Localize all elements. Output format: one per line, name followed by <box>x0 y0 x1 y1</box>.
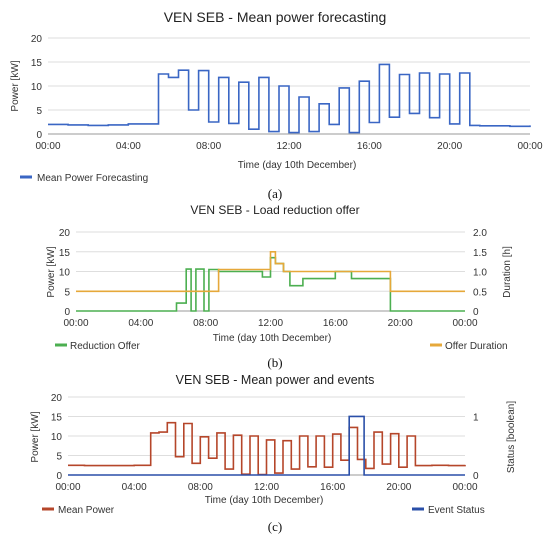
panel-a: VEN SEB - Mean power forecasting 0 5 10 15 2… <box>10 9 543 201</box>
legend-label-event-status: Event Status <box>428 505 485 516</box>
y2-tick-label: 0.5 <box>473 287 487 298</box>
y2-axis-label: Duration [h] <box>502 246 513 298</box>
y-tick-label: 20 <box>59 228 71 239</box>
y-tick-label: 5 <box>64 287 70 298</box>
y-tick-label: 0 <box>64 307 70 318</box>
x-tick-label: 00:00 <box>517 141 542 152</box>
y-tick-label: 15 <box>59 248 71 259</box>
plot-area <box>76 251 465 312</box>
legend-label-reduction-offer: Reduction Offer <box>70 341 141 352</box>
y-tick-label: 0 <box>36 130 42 141</box>
caption-a: (a) <box>268 186 282 201</box>
x-tick-label: 00:00 <box>55 482 80 493</box>
x-tick-label: 08:00 <box>193 318 218 329</box>
x-axis-ticks: 00:00 04:00 08:00 12:00 16:00 20:00 00:00 <box>63 318 477 329</box>
x-axis-label: Time (day 10th December) <box>205 495 324 506</box>
chart-title: VEN SEB - Mean power and events <box>176 373 375 387</box>
x-tick-label: 08:00 <box>188 482 213 493</box>
y-tick-label: 20 <box>31 34 43 45</box>
panel-b: VEN SEB - Load reduction offer 05101520 … <box>46 203 513 370</box>
legend-label-mean-power: Mean Power <box>58 505 115 516</box>
x-tick-label: 20:00 <box>437 141 462 152</box>
x-tick-label: 16:00 <box>357 141 382 152</box>
x-tick-label: 00:00 <box>35 141 60 152</box>
x-tick-label: 00:00 <box>452 482 477 493</box>
x-tick-label: 12:00 <box>276 141 301 152</box>
x-axis-ticks: 00:00 04:00 08:00 12:00 16:00 20:00 00:00 <box>55 482 477 493</box>
legend-label-offer-duration: Offer Duration <box>445 341 508 352</box>
x-tick-label: 12:00 <box>258 318 283 329</box>
x-tick-label: 20:00 <box>388 318 413 329</box>
y2-axis-ticks: 01 <box>473 412 479 482</box>
caption-b: (b) <box>267 355 282 370</box>
y2-tick-label: 0 <box>473 307 479 318</box>
legend: Mean Power Event Status <box>42 505 485 516</box>
y2-tick-label: 2.0 <box>473 228 487 239</box>
legend: Reduction Offer Offer Duration <box>55 341 508 352</box>
x-axis-label: Time (day 10th December) <box>213 333 332 344</box>
caption-c: (c) <box>268 519 282 534</box>
x-tick-label: 12:00 <box>254 482 279 493</box>
y-tick-label: 0 <box>56 471 62 482</box>
chart-title: VEN SEB - Load reduction offer <box>190 203 359 217</box>
x-tick-label: 04:00 <box>116 141 141 152</box>
y-axis-label: Power [kW] <box>30 411 41 462</box>
x-tick-label: 16:00 <box>320 482 345 493</box>
y-tick-label: 15 <box>31 58 43 69</box>
legend: Mean Power Forecasting <box>20 173 148 184</box>
y2-tick-label: 0 <box>473 471 479 482</box>
x-tick-label: 20:00 <box>386 482 411 493</box>
y-tick-label: 10 <box>59 268 71 279</box>
plot-area <box>68 415 466 476</box>
x-tick-label: 00:00 <box>63 318 88 329</box>
y-axis-label: Power [kW] <box>46 246 57 297</box>
y-tick-label: 10 <box>51 432 63 443</box>
y-tick-label: 5 <box>36 106 42 117</box>
chart-title: VEN SEB - Mean power forecasting <box>164 9 387 25</box>
series-line-mean-power-forecasting <box>48 63 531 134</box>
y2-tick-label: 1.0 <box>473 268 487 279</box>
y2-tick-label: 1.5 <box>473 248 487 259</box>
series-line-offer-duration <box>76 251 465 293</box>
panel-c: VEN SEB - Mean power and events 05101520… <box>30 373 517 534</box>
y-axis-label: Power [kW] <box>10 60 21 111</box>
y-tick-label: 5 <box>56 452 62 463</box>
x-tick-label: 04:00 <box>128 318 153 329</box>
x-tick-label: 00:00 <box>452 318 477 329</box>
y-tick-label: 10 <box>31 82 43 93</box>
y2-axis-ticks: 0 0.5 1.0 1.5 2.0 <box>473 228 487 318</box>
series-line-event-status <box>68 415 465 476</box>
y-tick-label: 20 <box>51 393 63 404</box>
y-tick-label: 15 <box>51 413 63 424</box>
x-axis-label: Time (day 10th December) <box>238 160 357 171</box>
x-tick-label: 04:00 <box>122 482 147 493</box>
y2-axis-label: Status [boolean] <box>506 401 517 473</box>
series-line-reduction-offer <box>76 256 465 312</box>
x-axis-ticks: 00:00 04:00 08:00 12:00 16:00 20:00 00:00 <box>35 141 542 152</box>
x-tick-label: 16:00 <box>323 318 348 329</box>
plot-area <box>48 63 531 134</box>
series-line-mean-power <box>68 421 466 476</box>
y-axis-ticks: 0 5 10 15 20 <box>51 393 63 482</box>
x-tick-label: 08:00 <box>196 141 221 152</box>
y-axis-ticks: 0 5 10 15 20 <box>31 34 43 141</box>
legend-label-mean-power-forecasting: Mean Power Forecasting <box>37 173 148 184</box>
y2-tick-label: 1 <box>473 412 479 423</box>
y-axis-ticks: 0 5 10 15 20 <box>59 228 71 318</box>
